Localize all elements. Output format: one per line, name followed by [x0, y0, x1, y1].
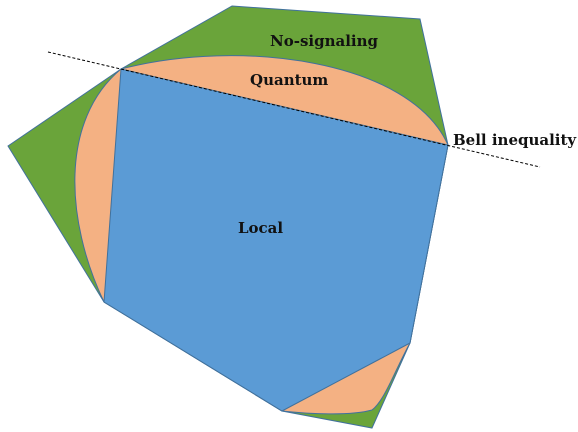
no-signaling-label: No-signaling: [270, 32, 379, 50]
quantum-label: Quantum: [250, 71, 328, 89]
bell-inequality-label: Bell inequality: [453, 131, 577, 149]
local-label: Local: [238, 219, 283, 237]
local-polytope: [103, 68, 449, 412]
bell-inequality-line: [47, 51, 541, 168]
